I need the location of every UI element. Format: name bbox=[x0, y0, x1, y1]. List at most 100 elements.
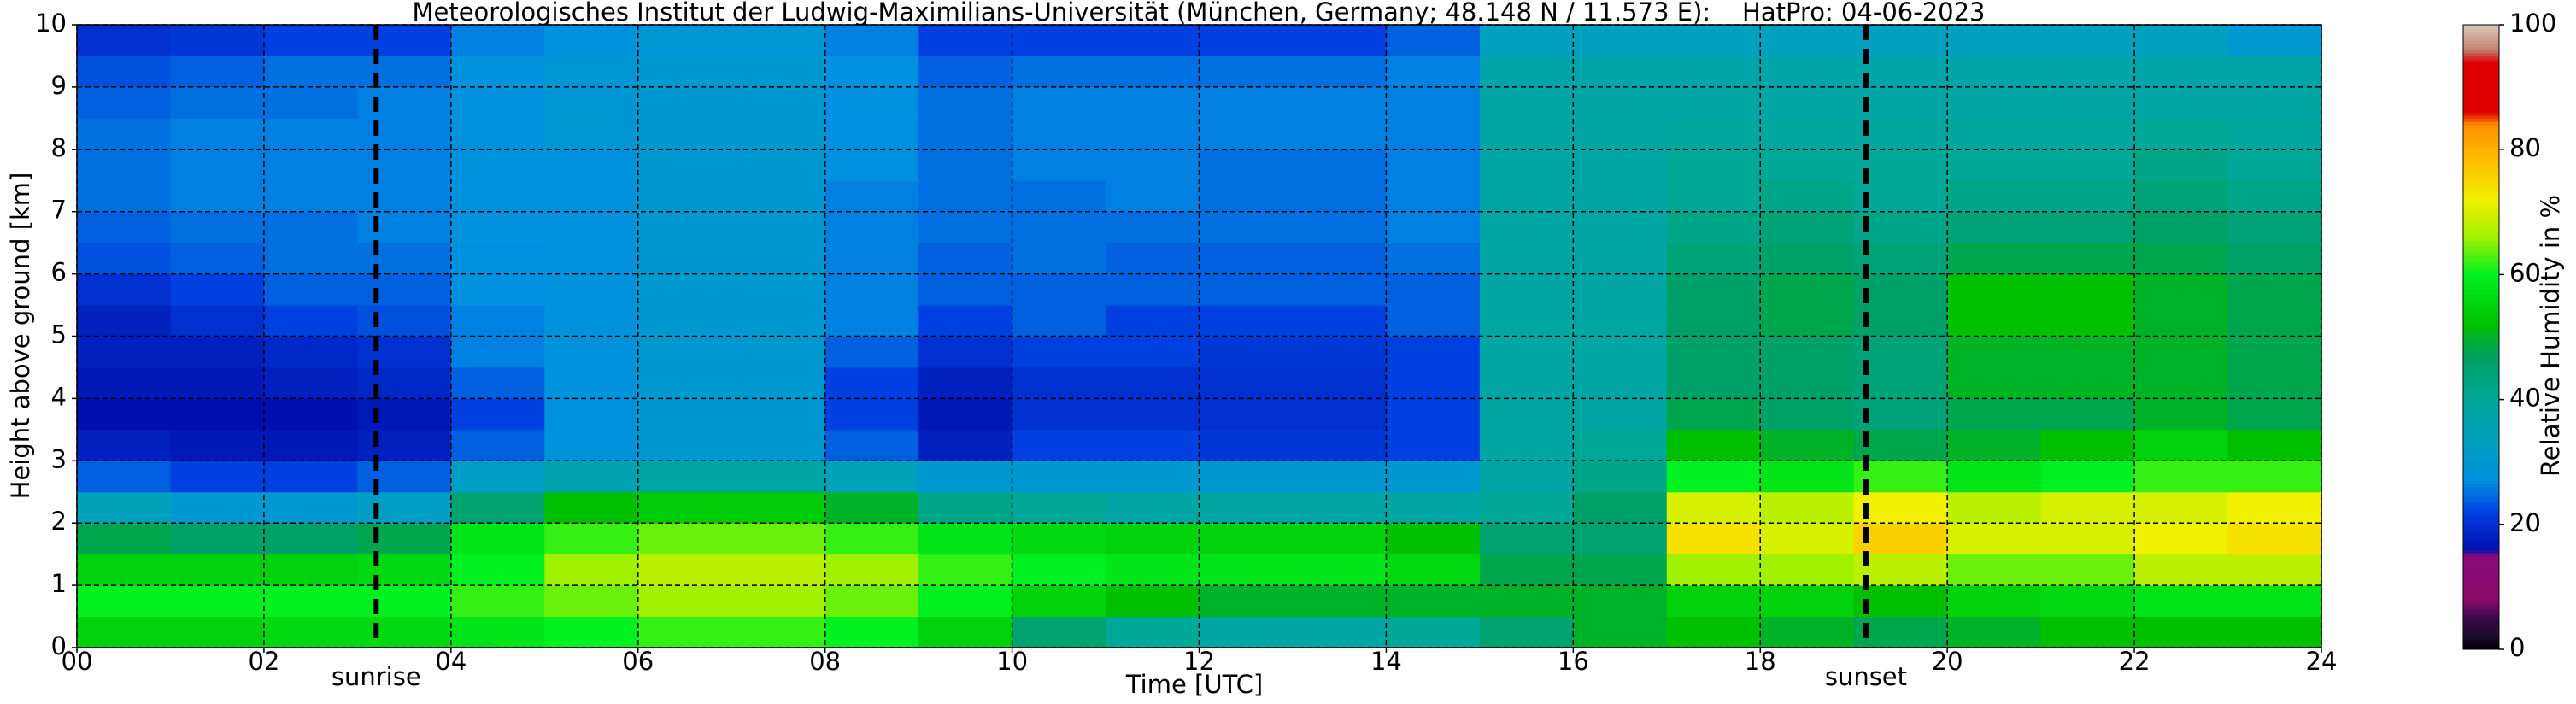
heatmap-cell bbox=[450, 118, 545, 150]
colorbar-segment bbox=[2463, 505, 2499, 510]
heatmap-cell bbox=[1853, 429, 1948, 461]
colorbar-segment bbox=[2463, 190, 2499, 194]
heatmap-cell bbox=[1292, 56, 1387, 88]
colorbar-segment bbox=[2463, 633, 2499, 637]
colorbar-segment bbox=[2463, 618, 2499, 622]
heatmap-cell bbox=[824, 149, 919, 181]
colorbar-segment bbox=[2463, 465, 2499, 469]
heatmap-cell bbox=[731, 616, 826, 648]
heatmap-cell bbox=[1012, 554, 1106, 586]
heatmap-cell bbox=[170, 25, 265, 56]
heatmap-cell bbox=[1760, 585, 1855, 618]
heatmap-cell bbox=[1666, 367, 1761, 399]
heatmap-cell bbox=[2040, 398, 2135, 431]
heatmap-cell bbox=[2134, 336, 2229, 368]
heatmap-cell bbox=[1853, 491, 1948, 524]
heatmap-cell bbox=[2040, 585, 2135, 618]
colorbar-segment bbox=[2463, 440, 2499, 444]
heatmap-cell bbox=[731, 461, 826, 493]
colorbar-segment bbox=[2463, 461, 2499, 466]
heatmap-cell bbox=[1760, 56, 1855, 88]
heatmap-cell bbox=[450, 86, 545, 119]
colorbar-segment bbox=[2463, 59, 2499, 63]
colorbar-segment bbox=[2463, 408, 2499, 413]
heatmap-cell bbox=[2227, 25, 2322, 56]
heatmap-cell bbox=[2134, 180, 2229, 213]
heatmap-cell bbox=[824, 273, 919, 306]
colorbar-segment bbox=[2463, 359, 2499, 363]
heatmap-cell bbox=[2227, 211, 2322, 243]
heatmap-cell bbox=[1479, 491, 1574, 524]
x-tick-label: 06 bbox=[622, 647, 654, 676]
colorbar-segment bbox=[2463, 546, 2499, 550]
colorbar-segment bbox=[2463, 50, 2499, 54]
colorbar-segment bbox=[2463, 590, 2499, 594]
heatmap-cell bbox=[170, 305, 265, 337]
heatmap-cell bbox=[544, 616, 639, 648]
heatmap-cell bbox=[1947, 585, 2042, 618]
colorbar-segment bbox=[2463, 78, 2499, 82]
heatmap-cell bbox=[1853, 25, 1948, 56]
colorbar-segment bbox=[2463, 490, 2499, 494]
heatmap-cell bbox=[357, 398, 452, 431]
colorbar-segment bbox=[2463, 146, 2499, 150]
heatmap-cell bbox=[1947, 461, 2042, 493]
heatmap-cell bbox=[731, 180, 826, 213]
heatmap-cell bbox=[170, 149, 265, 181]
heatmap-cell bbox=[450, 273, 545, 306]
heatmap-cell bbox=[77, 211, 171, 243]
heatmap-cell bbox=[1106, 554, 1200, 586]
colorbar-segment bbox=[2463, 224, 2499, 229]
colorbar-segment bbox=[2463, 543, 2499, 547]
colorbar-segment bbox=[2463, 433, 2499, 437]
colorbar-segment bbox=[2463, 40, 2499, 44]
heatmap-cell bbox=[450, 491, 545, 524]
colorbar-segment bbox=[2463, 368, 2499, 373]
colorbar-segment bbox=[2463, 499, 2499, 503]
heatmap-cell bbox=[1760, 554, 1855, 586]
heatmap-cell bbox=[2227, 398, 2322, 431]
heatmap-cell bbox=[170, 367, 265, 399]
heatmap-cell bbox=[1199, 554, 1294, 586]
heatmap-cell bbox=[2040, 56, 2135, 88]
heatmap-cell bbox=[1666, 523, 1761, 555]
heatmap-cell bbox=[1947, 616, 2042, 648]
heatmap-cell bbox=[170, 180, 265, 213]
heatmap-cell bbox=[1573, 523, 1668, 555]
heatmap-cell bbox=[263, 86, 358, 119]
heatmap-cell bbox=[1573, 491, 1668, 524]
colorbar-segment bbox=[2463, 161, 2499, 166]
colorbar-segment bbox=[2463, 159, 2499, 163]
heatmap-cell bbox=[2227, 243, 2322, 275]
heatmap-cell bbox=[1760, 305, 1855, 337]
colorbar-segment bbox=[2463, 314, 2499, 320]
colorbar-segment bbox=[2463, 531, 2499, 535]
colorbar-segment bbox=[2463, 393, 2499, 397]
heatmap-cell bbox=[1479, 461, 1574, 493]
heatmap-cell bbox=[1853, 86, 1948, 119]
heatmap-cell bbox=[824, 56, 919, 88]
colorbar-segment bbox=[2463, 508, 2499, 513]
heatmap-cell bbox=[1760, 243, 1855, 275]
colorbar-segment bbox=[2463, 131, 2499, 135]
colorbar-segment bbox=[2463, 331, 2499, 335]
colorbar-segment bbox=[2463, 480, 2499, 484]
heatmap-cell bbox=[2227, 616, 2322, 648]
heatmap-cell bbox=[1106, 336, 1200, 368]
colorbar-segment bbox=[2463, 527, 2499, 531]
heatmap-cell bbox=[263, 118, 358, 150]
colorbar-segment bbox=[2463, 631, 2499, 635]
heatmap-cell bbox=[1947, 491, 2042, 524]
heatmap-cell bbox=[637, 273, 732, 306]
heatmap-cell bbox=[544, 149, 639, 181]
y-axis-label: Height above ground [km] bbox=[6, 173, 35, 500]
heatmap-cell bbox=[731, 211, 826, 243]
colorbar-segment bbox=[2463, 233, 2499, 238]
colorbar-segment bbox=[2463, 533, 2499, 537]
heatmap-cell bbox=[1292, 585, 1387, 618]
heatmap-cell bbox=[2040, 305, 2135, 337]
y-tick-label: 6 bbox=[51, 258, 67, 287]
heatmap-cell bbox=[450, 616, 545, 648]
heatmap-cell bbox=[731, 56, 826, 88]
heatmap-cell bbox=[1573, 86, 1668, 119]
